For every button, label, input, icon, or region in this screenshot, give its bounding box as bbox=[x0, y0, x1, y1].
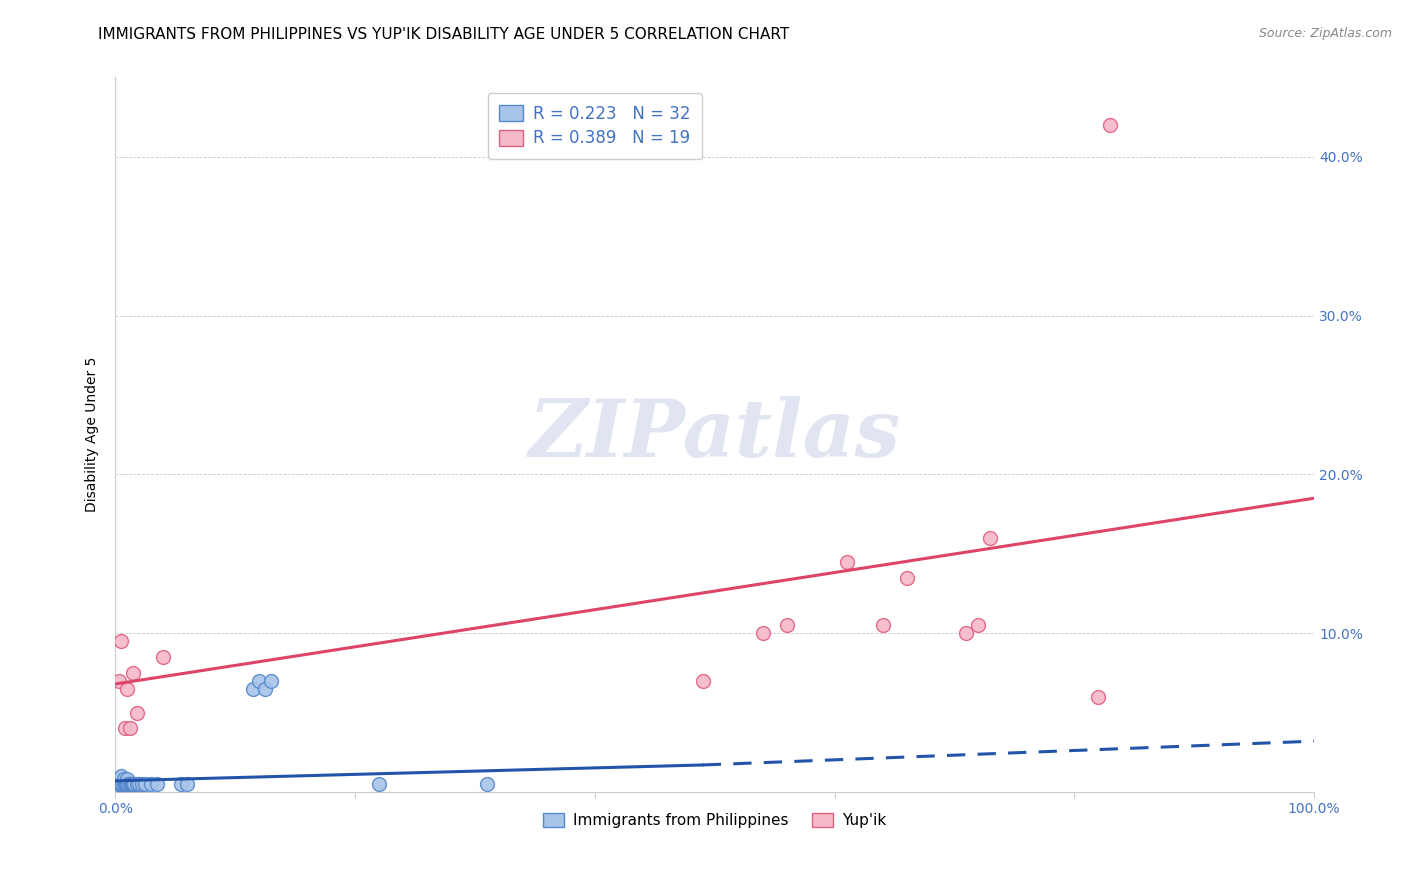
Point bbox=[955, 626, 977, 640]
Point bbox=[122, 777, 145, 791]
Point bbox=[117, 681, 139, 696]
Text: ZIPatlas: ZIPatlas bbox=[529, 396, 901, 474]
Point bbox=[146, 777, 169, 791]
Point bbox=[108, 673, 131, 688]
Point bbox=[896, 571, 918, 585]
Point bbox=[107, 777, 129, 791]
Point bbox=[108, 772, 131, 787]
Point bbox=[1099, 118, 1122, 132]
Point bbox=[125, 777, 148, 791]
Point bbox=[260, 673, 283, 688]
Point bbox=[114, 722, 136, 736]
Point bbox=[835, 555, 858, 569]
Point bbox=[125, 706, 148, 720]
Point bbox=[134, 777, 156, 791]
Point bbox=[110, 634, 132, 648]
Point bbox=[114, 777, 136, 791]
Point bbox=[120, 777, 142, 791]
Point bbox=[112, 777, 135, 791]
Point bbox=[131, 777, 153, 791]
Point bbox=[117, 772, 139, 787]
Point bbox=[128, 777, 150, 791]
Point bbox=[110, 777, 132, 791]
Point bbox=[115, 777, 138, 791]
Point bbox=[872, 618, 894, 632]
Point bbox=[112, 772, 135, 787]
Point bbox=[368, 777, 391, 791]
Point bbox=[751, 626, 773, 640]
Point bbox=[254, 681, 277, 696]
Point bbox=[176, 777, 198, 791]
Point bbox=[692, 673, 714, 688]
Point bbox=[775, 618, 797, 632]
Point bbox=[118, 777, 141, 791]
Point bbox=[247, 673, 270, 688]
Point bbox=[124, 777, 146, 791]
Point bbox=[121, 777, 143, 791]
Point bbox=[141, 777, 163, 791]
Point bbox=[111, 777, 134, 791]
Point bbox=[967, 618, 990, 632]
Y-axis label: Disability Age Under 5: Disability Age Under 5 bbox=[86, 357, 100, 512]
Point bbox=[152, 650, 174, 665]
Point bbox=[118, 722, 141, 736]
Text: Source: ZipAtlas.com: Source: ZipAtlas.com bbox=[1258, 27, 1392, 40]
Point bbox=[122, 665, 145, 680]
Legend: Immigrants from Philippines, Yup'ik: Immigrants from Philippines, Yup'ik bbox=[537, 806, 893, 834]
Point bbox=[170, 777, 193, 791]
Point bbox=[110, 769, 132, 783]
Point bbox=[979, 531, 1001, 545]
Point bbox=[117, 777, 139, 791]
Point bbox=[117, 777, 139, 791]
Point bbox=[108, 777, 131, 791]
Point bbox=[1087, 690, 1109, 704]
Point bbox=[475, 777, 498, 791]
Text: IMMIGRANTS FROM PHILIPPINES VS YUP'IK DISABILITY AGE UNDER 5 CORRELATION CHART: IMMIGRANTS FROM PHILIPPINES VS YUP'IK DI… bbox=[98, 27, 790, 42]
Point bbox=[242, 681, 264, 696]
